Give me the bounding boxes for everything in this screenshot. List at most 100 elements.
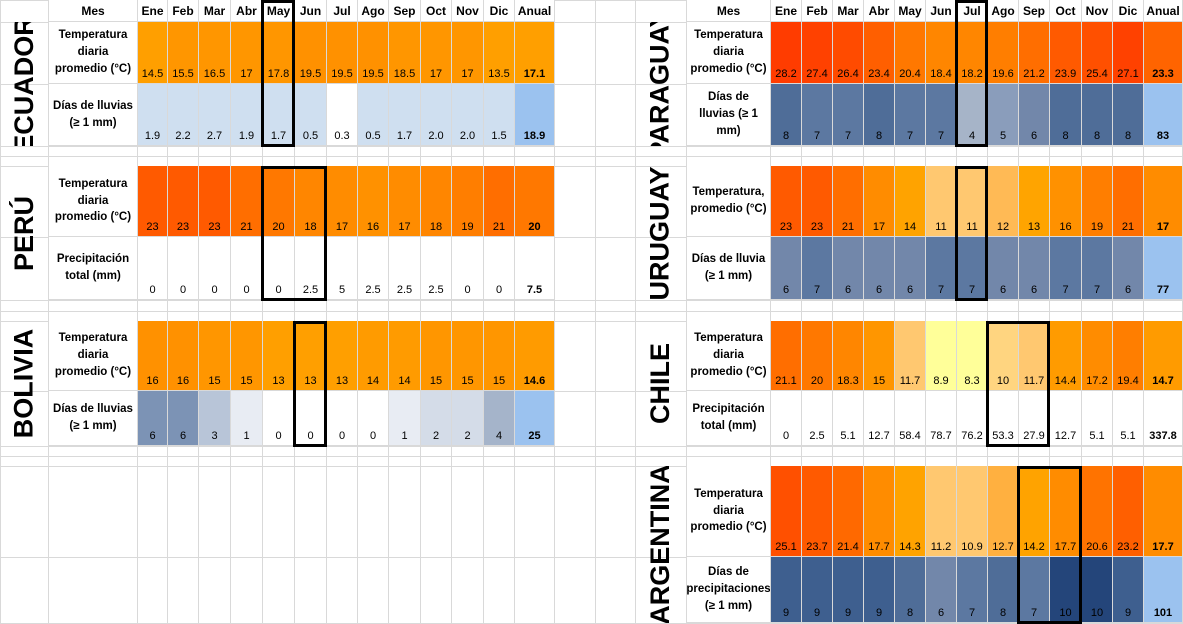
precipitation-cell: 5.1: [1081, 391, 1112, 446]
temperature-cell: 21.2: [1018, 22, 1049, 84]
gridline-horizontal: [0, 237, 1183, 238]
temperature-cell: 16: [1049, 166, 1081, 237]
gridline-vertical: [167, 0, 168, 624]
temperature-cell: 15: [483, 321, 514, 391]
temperature-cell: 11.2: [925, 466, 956, 557]
precipitation-cell: 9: [801, 557, 832, 623]
precipitation-cell: 1.7: [262, 84, 294, 146]
header-month: Ene: [137, 0, 167, 22]
temperature-cell: 11.7: [1018, 321, 1049, 391]
precipitation-cell: 4: [483, 391, 514, 446]
gridline-horizontal: [0, 466, 1183, 467]
temperature-cell: 19.5: [294, 22, 326, 84]
precipitation-cell: 2.5: [420, 237, 451, 300]
precipitation-cell: 5.1: [1112, 391, 1143, 446]
gridline-vertical: [554, 0, 555, 624]
annual-precipitation-cell: 101: [1143, 557, 1182, 623]
temperature-cell: 20: [262, 166, 294, 237]
temperature-cell: 18: [420, 166, 451, 237]
precipitation-cell: 7: [956, 237, 987, 300]
precipitation-cell: 8: [894, 557, 925, 623]
gridline-vertical: [770, 0, 771, 624]
temperature-cell: 12.7: [987, 466, 1018, 557]
gridline-vertical: [686, 0, 687, 624]
temperature-cell: 15: [451, 321, 483, 391]
header-mes: Mes: [48, 0, 137, 22]
row-label-temperature: Temperatura diaria promedio (°C): [686, 321, 770, 391]
precipitation-cell: 7: [832, 84, 863, 146]
temperature-cell: 15: [420, 321, 451, 391]
gridline-vertical: [483, 0, 484, 624]
precipitation-cell: 0: [167, 237, 198, 300]
row-label-precipitation: Días de lluvias (≥ 1 mm): [686, 84, 770, 146]
gridline-vertical: [294, 0, 295, 624]
temperature-cell: 14: [357, 321, 388, 391]
temperature-cell: 14: [894, 166, 925, 237]
temperature-cell: 13: [294, 321, 326, 391]
temperature-cell: 8.9: [925, 321, 956, 391]
temperature-cell: 19: [1081, 166, 1112, 237]
gridline-vertical: [1018, 0, 1019, 624]
temperature-cell: 17: [230, 22, 262, 84]
precipitation-cell: 4: [956, 84, 987, 146]
gridline-horizontal: [0, 391, 1183, 392]
temperature-cell: 14.3: [894, 466, 925, 557]
temperature-cell: 17: [420, 22, 451, 84]
header-month: Jul: [956, 0, 987, 22]
gridline-vertical: [262, 0, 263, 624]
temperature-cell: 26.4: [832, 22, 863, 84]
header-month: May: [262, 0, 294, 22]
precipitation-cell: 53.3: [987, 391, 1018, 446]
temperature-cell: 27.1: [1112, 22, 1143, 84]
header-month: May: [894, 0, 925, 22]
row-label-precipitation: Días de lluvia (≥ 1 mm): [686, 237, 770, 300]
precipitation-cell: 5.1: [832, 391, 863, 446]
temperature-cell: 11: [956, 166, 987, 237]
precipitation-cell: 58.4: [894, 391, 925, 446]
temperature-cell: 21.1: [770, 321, 801, 391]
header-month: Abr: [863, 0, 894, 22]
precipitation-cell: 8: [770, 84, 801, 146]
header-month: Ago: [987, 0, 1018, 22]
gridline-vertical: [48, 0, 49, 624]
precipitation-cell: 1.9: [230, 84, 262, 146]
header-month: Abr: [230, 0, 262, 22]
temperature-cell: 18.4: [925, 22, 956, 84]
gridline-horizontal: [0, 166, 1183, 167]
gridline-horizontal: [0, 456, 1183, 457]
gridline-horizontal: [0, 321, 1183, 322]
country-name: CHILE: [635, 321, 686, 446]
precipitation-cell: 0.3: [326, 84, 357, 146]
precipitation-cell: 1.9: [137, 84, 167, 146]
header-month: Nov: [1081, 0, 1112, 22]
gridline-vertical: [801, 0, 802, 624]
temperature-cell: 28.2: [770, 22, 801, 84]
gridline-horizontal: [0, 300, 1183, 301]
header-month: Ago: [357, 0, 388, 22]
temperature-cell: 25.4: [1081, 22, 1112, 84]
row-label-precipitation: Días de lluvias (≥ 1 mm): [48, 391, 137, 446]
precipitation-cell: 8: [863, 84, 894, 146]
temperature-cell: 23.2: [1112, 466, 1143, 557]
temperature-cell: 15: [863, 321, 894, 391]
annual-precipitation-cell: 77: [1143, 237, 1182, 300]
header-month: Sep: [388, 0, 420, 22]
annual-temperature-cell: 17.7: [1143, 466, 1182, 557]
row-label-precipitation: Precipitación total (mm): [48, 237, 137, 300]
gridline-horizontal: [0, 22, 1183, 23]
gridline-horizontal: [0, 156, 1183, 157]
precipitation-cell: 1.7: [388, 84, 420, 146]
precipitation-cell: 0: [262, 237, 294, 300]
temperature-cell: 21: [230, 166, 262, 237]
precipitation-cell: 6: [987, 237, 1018, 300]
country-name: URUGUAY: [635, 166, 686, 300]
precipitation-cell: 2: [451, 391, 483, 446]
precipitation-cell: 7: [1081, 237, 1112, 300]
precipitation-cell: 6: [863, 237, 894, 300]
header-anual: Anual: [514, 0, 554, 22]
gridline-vertical: [1112, 0, 1113, 624]
gridline-vertical: [863, 0, 864, 624]
precipitation-cell: 1: [388, 391, 420, 446]
header-month: Jul: [326, 0, 357, 22]
temperature-cell: 17.8: [262, 22, 294, 84]
